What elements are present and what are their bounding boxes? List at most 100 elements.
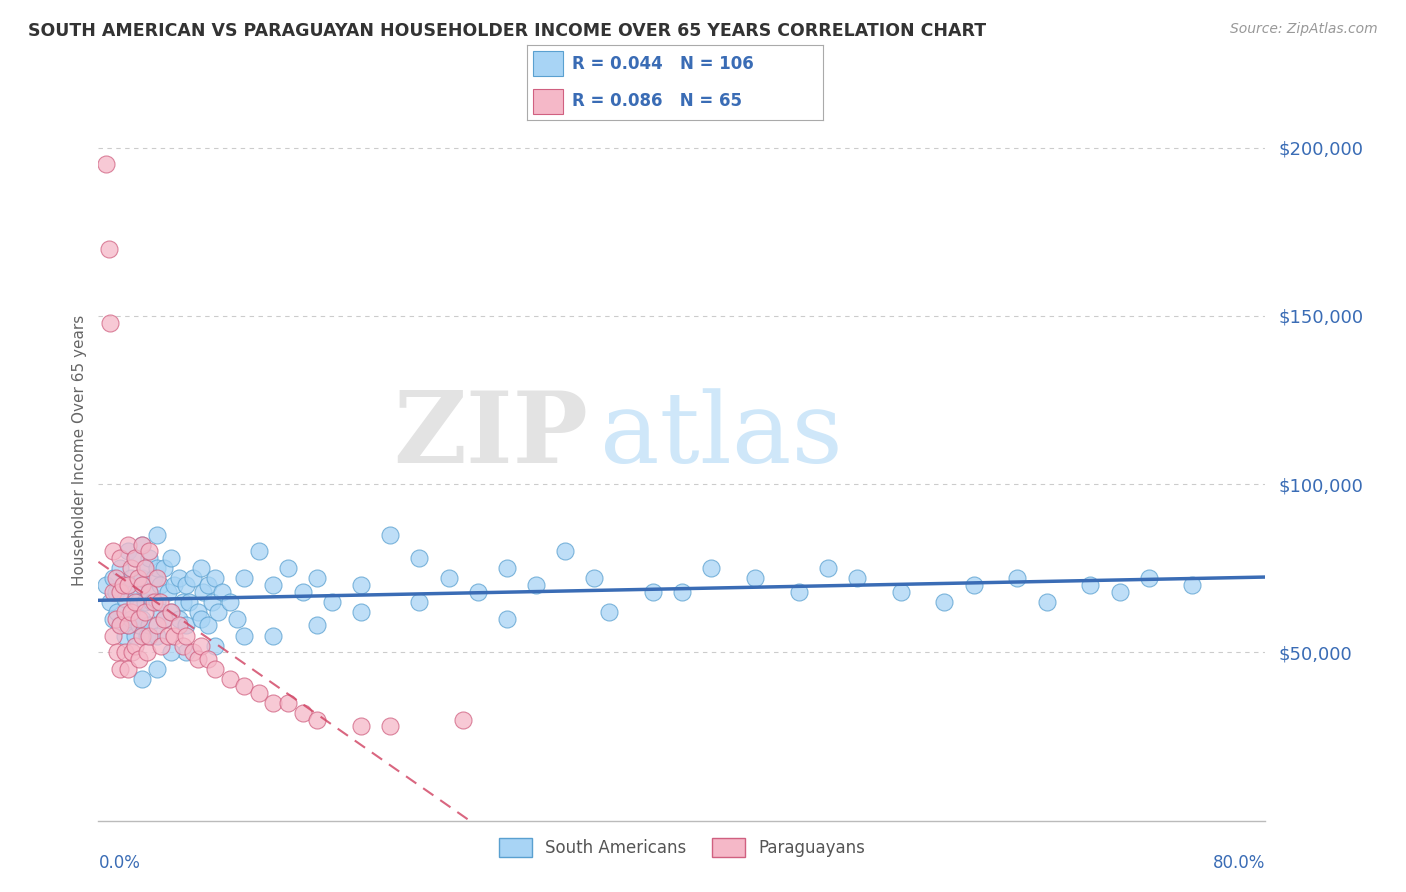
Point (153, 612, 176, 626)
Point (190, 561, 212, 575)
Point (160, 605, 183, 619)
Point (934, 595, 956, 609)
Point (104, 571, 127, 585)
Point (201, 595, 224, 609)
Point (204, 639, 226, 653)
Point (112, 578, 135, 592)
Point (138, 584, 160, 599)
Point (408, 551, 430, 566)
Point (181, 571, 204, 585)
Point (197, 652, 219, 666)
Point (890, 584, 912, 599)
Point (131, 571, 153, 585)
Point (134, 605, 156, 619)
Text: Source: ZipAtlas.com: Source: ZipAtlas.com (1230, 22, 1378, 37)
Point (146, 628, 169, 642)
Point (174, 628, 197, 642)
Text: ZIP: ZIP (394, 387, 589, 484)
Point (160, 645, 183, 659)
Point (167, 571, 190, 585)
Point (233, 679, 256, 693)
Point (167, 618, 190, 632)
Point (131, 673, 153, 687)
Point (110, 662, 132, 676)
Point (174, 578, 197, 592)
Point (138, 584, 160, 599)
Point (138, 628, 160, 642)
Point (247, 686, 270, 700)
Point (174, 645, 197, 659)
Point (583, 571, 606, 585)
Point (124, 595, 146, 609)
Point (204, 571, 226, 585)
Point (114, 605, 136, 619)
Point (846, 571, 869, 585)
Point (307, 571, 329, 585)
Point (146, 662, 169, 676)
Point (181, 645, 204, 659)
Point (160, 605, 183, 619)
Point (117, 544, 139, 558)
Point (117, 662, 139, 676)
Point (172, 639, 194, 653)
Point (120, 612, 142, 626)
Point (153, 561, 176, 575)
Point (554, 544, 576, 558)
Text: 80.0%: 80.0% (1213, 854, 1265, 872)
Point (350, 578, 373, 592)
Point (277, 696, 299, 710)
Point (157, 628, 180, 642)
Bar (533, 51, 562, 77)
Point (134, 561, 156, 575)
Point (218, 673, 240, 687)
Point (218, 595, 240, 609)
Point (104, 612, 127, 626)
Point (128, 618, 150, 632)
Point (117, 538, 139, 552)
Point (437, 571, 460, 585)
Point (98, 595, 121, 609)
Point (174, 618, 197, 632)
Point (190, 639, 212, 653)
Point (127, 595, 149, 609)
Point (177, 595, 200, 609)
Point (101, 584, 124, 599)
Point (187, 605, 209, 619)
Point (350, 605, 373, 619)
Point (110, 584, 132, 599)
Point (641, 584, 664, 599)
Point (204, 662, 226, 676)
Point (146, 595, 169, 609)
Point (135, 628, 157, 642)
Point (128, 612, 150, 626)
Point (167, 612, 190, 626)
Point (94, 578, 117, 592)
Point (277, 561, 299, 575)
Point (124, 551, 146, 566)
Point (131, 612, 153, 626)
Point (226, 612, 249, 626)
Point (138, 551, 160, 566)
Point (744, 571, 766, 585)
Point (233, 571, 256, 585)
Point (163, 578, 186, 592)
Point (134, 561, 156, 575)
Point (120, 561, 142, 575)
Point (350, 719, 373, 733)
Point (187, 652, 209, 666)
Point (207, 605, 229, 619)
Point (150, 639, 173, 653)
Point (157, 584, 180, 599)
Point (307, 713, 329, 727)
Point (131, 578, 153, 592)
Point (598, 605, 620, 619)
Point (149, 578, 172, 592)
Point (124, 628, 146, 642)
Point (262, 696, 284, 710)
Point (193, 584, 215, 599)
Point (380, 719, 402, 733)
Point (190, 612, 212, 626)
Point (94, 157, 117, 171)
Point (131, 538, 153, 552)
Point (101, 571, 124, 585)
